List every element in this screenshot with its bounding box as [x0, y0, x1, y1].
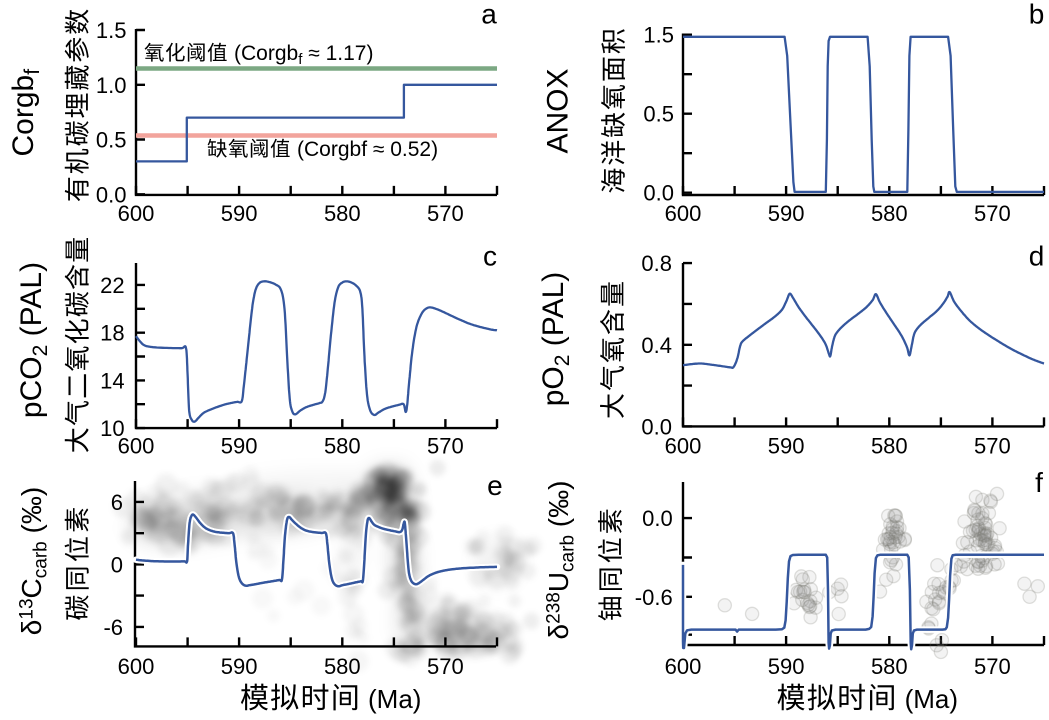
svg-text:600: 600 — [118, 201, 155, 226]
svg-text:590: 590 — [221, 654, 258, 679]
svg-text:0.0: 0.0 — [642, 506, 673, 531]
svg-text:0: 0 — [111, 552, 123, 577]
svg-text:570: 570 — [427, 654, 464, 679]
svg-text:0.0: 0.0 — [641, 414, 672, 439]
svg-text:0.4: 0.4 — [641, 333, 672, 358]
svg-text:pO2 (PAL): pO2 (PAL) — [537, 272, 574, 407]
svg-text:(Corgbf ≈ 0.52): (Corgbf ≈ 0.52) — [297, 138, 438, 161]
svg-text:-0.6: -0.6 — [635, 585, 673, 610]
svg-text:580: 580 — [324, 434, 361, 459]
svg-text:f: f — [1035, 467, 1043, 498]
svg-text:Corgbf: Corgbf — [7, 69, 44, 157]
svg-text:10: 10 — [100, 416, 124, 441]
svg-text:600: 600 — [118, 434, 155, 459]
svg-text:590: 590 — [221, 434, 258, 459]
svg-text:(Ma): (Ma) — [368, 684, 421, 714]
svg-text:580: 580 — [871, 434, 908, 459]
svg-text:600: 600 — [665, 434, 702, 459]
svg-text:580: 580 — [324, 654, 361, 679]
svg-text:22: 22 — [100, 273, 124, 298]
svg-text:570: 570 — [427, 201, 464, 226]
svg-text:570: 570 — [427, 434, 464, 459]
svg-text:18: 18 — [100, 321, 124, 346]
svg-text:ANOX: ANOX — [542, 68, 575, 153]
svg-text:c: c — [483, 241, 497, 272]
svg-text:570: 570 — [974, 654, 1011, 679]
svg-text:580: 580 — [871, 654, 908, 679]
svg-text:1.5: 1.5 — [643, 23, 674, 48]
svg-text:590: 590 — [768, 434, 805, 459]
svg-text:0.5: 0.5 — [96, 128, 127, 153]
svg-text:0.0: 0.0 — [643, 181, 674, 206]
svg-text:0.8: 0.8 — [641, 251, 672, 276]
svg-text:580: 580 — [324, 201, 361, 226]
svg-text:600: 600 — [118, 654, 155, 679]
svg-text:(Corgbf ≈ 1.17): (Corgbf ≈ 1.17) — [234, 42, 373, 68]
svg-text:14: 14 — [100, 368, 124, 393]
svg-text:590: 590 — [768, 201, 805, 226]
svg-text:600: 600 — [665, 654, 702, 679]
svg-text:0.5: 0.5 — [643, 102, 674, 127]
svg-text:1.0: 1.0 — [96, 73, 127, 98]
svg-text:570: 570 — [974, 201, 1011, 226]
svg-text:6: 6 — [111, 490, 123, 515]
svg-text:e: e — [487, 470, 503, 501]
svg-text:590: 590 — [768, 654, 805, 679]
svg-text:590: 590 — [221, 201, 258, 226]
svg-text:580: 580 — [871, 201, 908, 226]
svg-text:pCO2 (PAL): pCO2 (PAL) — [15, 262, 52, 418]
svg-text:570: 570 — [974, 434, 1011, 459]
svg-text:0.0: 0.0 — [96, 182, 127, 207]
svg-text:a: a — [481, 0, 497, 29]
svg-text:600: 600 — [665, 201, 702, 226]
svg-text:b: b — [1029, 0, 1045, 29]
svg-text:-6: -6 — [103, 615, 123, 640]
svg-text:(Ma): (Ma) — [905, 684, 958, 714]
svg-text:d: d — [1029, 241, 1045, 272]
svg-text:1.5: 1.5 — [96, 18, 127, 43]
